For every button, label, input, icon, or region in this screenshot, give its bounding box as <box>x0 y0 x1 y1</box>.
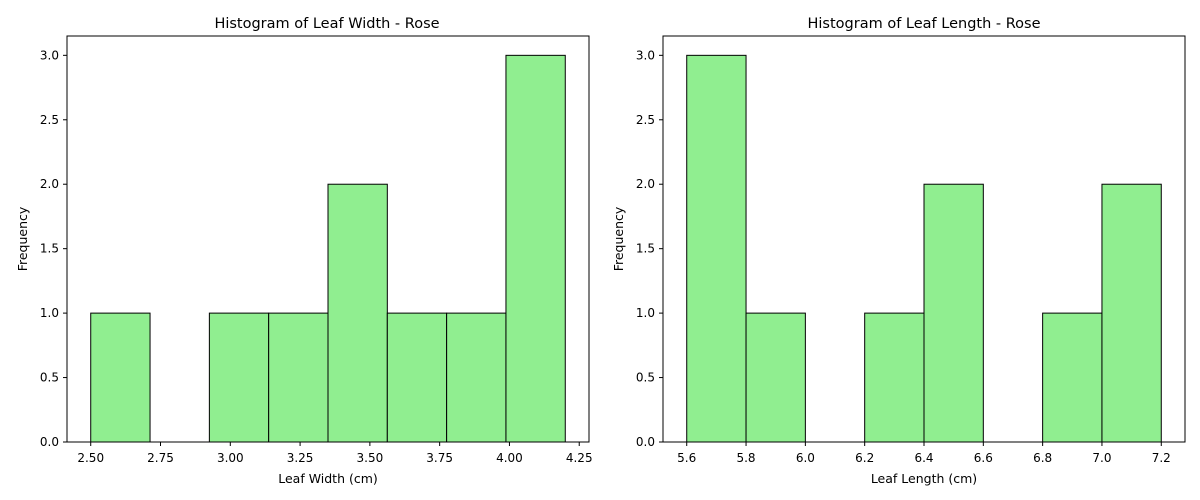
y-tick-label: 1.5 <box>40 242 59 256</box>
y-axis-label: Frequency <box>15 206 30 271</box>
y-tick-label: 3.0 <box>40 48 59 62</box>
x-axis-ticks: 2.50 2.75 3.00 3.25 3.50 3.75 4.00 4.25 <box>77 442 593 465</box>
x-tick-label: 4.25 <box>566 451 593 465</box>
x-tick-label: 7.0 <box>1092 451 1111 465</box>
y-tick-label: 3.0 <box>636 48 655 62</box>
x-tick-label: 7.2 <box>1152 451 1171 465</box>
leaf-length-histogram-panel: Histogram of Leaf Length - Rose 5.6 5.8 6.… <box>611 16 1186 486</box>
x-axis-label: Leaf Length (cm) <box>871 471 977 486</box>
histogram-bar <box>90 312 151 443</box>
histogram-bar <box>505 54 566 443</box>
histogram-bar <box>923 183 984 443</box>
x-tick-label: 5.6 <box>677 451 696 465</box>
histogram-bar <box>327 183 388 443</box>
x-tick-label: 4.00 <box>496 451 523 465</box>
y-axis-ticks: 0.0 0.5 1.0 1.5 2.0 2.5 3.0 <box>636 48 663 449</box>
x-axis-ticks: 5.6 5.8 6.0 6.2 6.4 6.6 6.8 7.0 7.2 <box>677 442 1171 465</box>
y-tick-label: 1.0 <box>636 306 655 320</box>
x-tick-label: 6.0 <box>796 451 815 465</box>
y-axis-label: Frequency <box>611 206 626 271</box>
histogram-bar <box>1101 183 1162 443</box>
bars-group <box>686 54 1162 443</box>
histogram-bar <box>208 312 270 443</box>
x-tick-label: 5.8 <box>736 451 755 465</box>
y-axis-ticks: 0.0 0.5 1.0 1.5 2.0 2.5 3.0 <box>40 48 67 449</box>
x-tick-label: 3.50 <box>357 451 384 465</box>
histogram-bar <box>686 54 747 443</box>
chart-title: Histogram of Leaf Length - Rose <box>808 16 1041 32</box>
x-tick-label: 3.00 <box>217 451 244 465</box>
y-tick-label: 2.5 <box>40 113 59 127</box>
histogram-bar <box>745 312 806 443</box>
leaf-width-histogram-panel: Histogram of Leaf Width - Rose 2.50 2.75 3… <box>15 16 593 486</box>
x-tick-label: 3.25 <box>287 451 314 465</box>
y-tick-label: 2.0 <box>40 177 59 191</box>
y-tick-label: 2.5 <box>636 113 655 127</box>
y-tick-label: 1.5 <box>636 242 655 256</box>
y-tick-label: 0.0 <box>40 435 59 449</box>
histogram-bar <box>446 312 507 443</box>
histogram-bar <box>386 312 448 443</box>
x-axis-label: Leaf Width (cm) <box>278 471 378 486</box>
y-tick-label: 0.0 <box>636 435 655 449</box>
histogram-bar <box>1042 312 1103 443</box>
y-tick-label: 2.0 <box>636 177 655 191</box>
y-tick-label: 0.5 <box>636 371 655 385</box>
x-tick-label: 6.6 <box>974 451 993 465</box>
y-tick-label: 0.5 <box>40 371 59 385</box>
bars-group <box>90 54 566 443</box>
chart-title: Histogram of Leaf Width - Rose <box>214 16 439 32</box>
plot-frame <box>662 35 1186 443</box>
y-tick-label: 1.0 <box>40 306 59 320</box>
x-tick-label: 6.8 <box>1033 451 1052 465</box>
histogram-bar <box>864 312 925 443</box>
x-tick-label: 6.4 <box>914 451 933 465</box>
x-tick-label: 3.75 <box>426 451 453 465</box>
x-tick-label: 2.50 <box>77 451 104 465</box>
x-tick-label: 6.2 <box>855 451 874 465</box>
plot-frame <box>66 35 590 443</box>
histogram-bar <box>268 312 329 443</box>
x-tick-label: 2.75 <box>147 451 174 465</box>
